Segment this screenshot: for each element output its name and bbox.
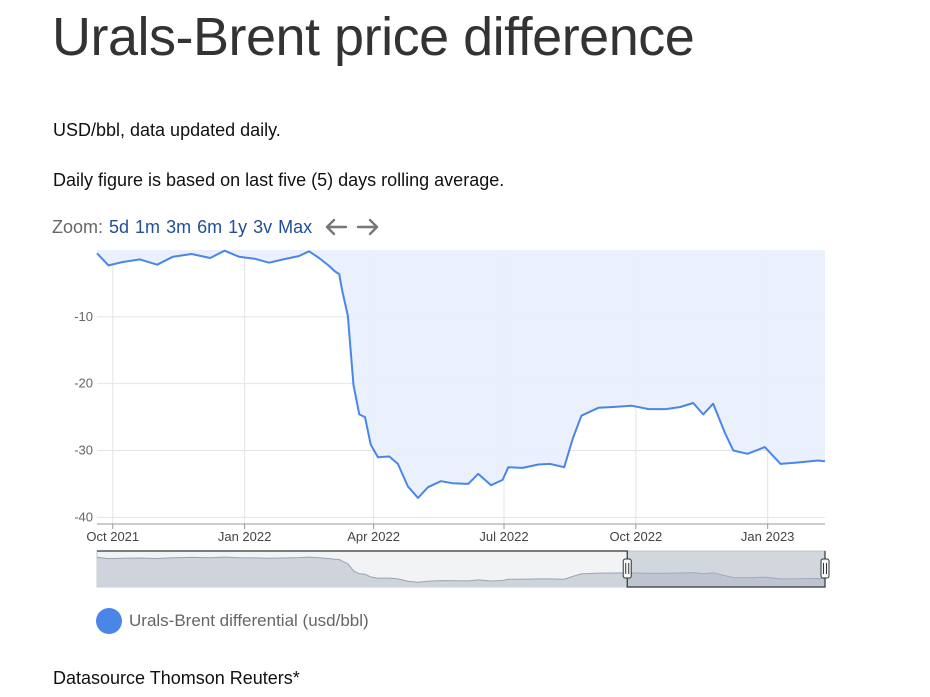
y-tick-label: -40 bbox=[74, 509, 93, 524]
navigator-selection bbox=[627, 551, 825, 587]
series-line bbox=[96, 249, 826, 499]
x-tick-label: Jul 2022 bbox=[479, 529, 528, 544]
zoom-3v-button[interactable]: 3v bbox=[253, 216, 273, 237]
x-tick-label: Jan 2023 bbox=[741, 529, 795, 544]
zoom-label: Zoom: bbox=[52, 216, 104, 237]
page-title: Urals-Brent price difference bbox=[52, 7, 695, 67]
zoom-toolbar: Zoom: 5d 1m 3m 6m 1y 3v Max bbox=[52, 216, 382, 238]
x-axis: Oct 2021 Jan 2022 Apr 2022 Jul 2022 Oct 2022… bbox=[86, 523, 825, 544]
y-tick-label: -20 bbox=[74, 376, 93, 391]
x-tick-label: Apr 2022 bbox=[347, 529, 400, 544]
circle-marker-icon bbox=[96, 608, 122, 634]
navigator-handle-left[interactable] bbox=[622, 558, 632, 579]
x-tick-label: Jan 2022 bbox=[218, 529, 272, 544]
y-axis: -10 -20 -30 -40 bbox=[74, 309, 93, 524]
units-description: USD/bbl, data updated daily. bbox=[53, 120, 281, 140]
zoom-1y-button[interactable]: 1y bbox=[228, 216, 248, 237]
range-navigator[interactable] bbox=[96, 550, 830, 588]
arrow-left-icon[interactable] bbox=[322, 216, 350, 238]
legend-item[interactable]: Urals-Brent differential (usd/bbl) bbox=[96, 608, 369, 634]
legend-label: Urals-Brent differential (usd/bbl) bbox=[129, 611, 369, 630]
price-difference-chart: Oct 2021 Jan 2022 Apr 2022 Jul 2022 Oct 2022… bbox=[74, 249, 830, 588]
x-tick-label: Oct 2022 bbox=[609, 529, 662, 544]
zoom-5d-button[interactable]: 5d bbox=[109, 216, 130, 237]
zoom-1m-button[interactable]: 1m bbox=[135, 216, 161, 237]
zoom-6m-button[interactable]: 6m bbox=[197, 216, 223, 237]
arrow-right-icon[interactable] bbox=[354, 216, 382, 238]
navigator-series-line bbox=[96, 556, 826, 583]
datasource-note: Datasource Thomson Reuters* bbox=[53, 668, 300, 688]
series-area bbox=[97, 250, 825, 498]
zoom-3m-button[interactable]: 3m bbox=[166, 216, 192, 237]
x-tick-label: Oct 2021 bbox=[86, 529, 139, 544]
y-tick-label: -30 bbox=[74, 442, 93, 457]
zoom-max-button[interactable]: Max bbox=[278, 216, 313, 237]
y-tick-label: -10 bbox=[74, 309, 93, 324]
methodology-description: Daily figure is based on last five (5) d… bbox=[53, 170, 505, 190]
navigator-series-area bbox=[97, 557, 825, 587]
navigator-handle-right[interactable] bbox=[820, 558, 830, 579]
